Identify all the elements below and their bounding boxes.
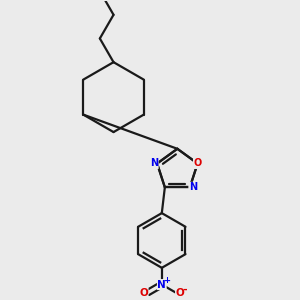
Text: -: - — [182, 285, 187, 295]
Text: N: N — [150, 158, 158, 169]
Text: N: N — [189, 182, 197, 192]
Text: N: N — [158, 280, 166, 290]
Text: O: O — [176, 288, 184, 298]
Text: O: O — [139, 288, 148, 298]
Text: O: O — [194, 158, 202, 169]
Text: +: + — [163, 276, 170, 285]
